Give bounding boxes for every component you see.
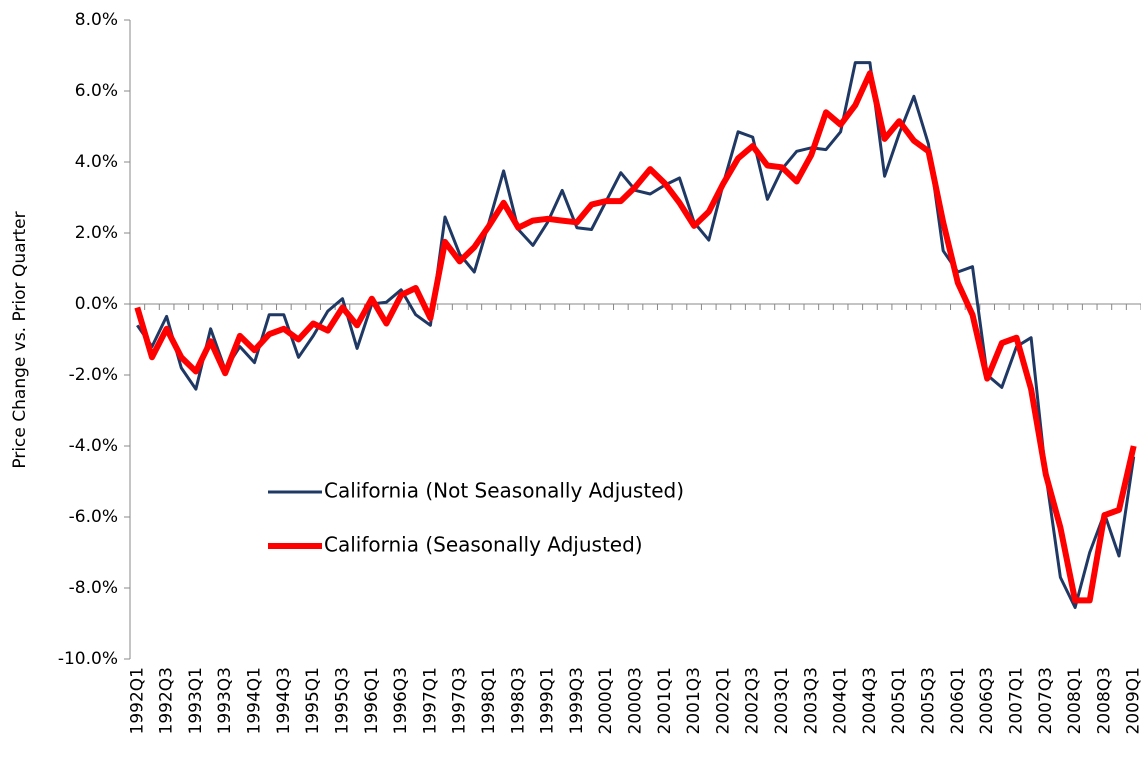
- x-tick-label: 1993Q3: [215, 667, 235, 734]
- x-tick-label: 2003Q1: [772, 667, 792, 734]
- y-tick-label: 6.0%: [75, 81, 118, 101]
- y-tick-label: -6.0%: [69, 507, 118, 527]
- x-tick-label: 1997Q1: [420, 667, 440, 734]
- x-tick-label: 1995Q3: [332, 667, 352, 734]
- x-tick-label: 2002Q1: [713, 667, 733, 734]
- x-tick-label: 2001Q3: [684, 667, 704, 734]
- y-tick-label: 4.0%: [75, 152, 118, 172]
- x-tick-label: 1994Q1: [245, 667, 265, 734]
- series-line: [136, 61, 1136, 609]
- x-tick-label: 1992Q3: [157, 667, 177, 734]
- x-tick-label: 2006Q3: [977, 667, 997, 734]
- x-tick-label: 2000Q3: [626, 667, 646, 734]
- y-tick-label: 8.0%: [75, 10, 118, 30]
- x-tick-label: 1994Q3: [274, 667, 294, 734]
- x-tick-label: 2000Q1: [596, 667, 616, 734]
- y-tick-label: 2.0%: [75, 223, 118, 243]
- x-tick-label: 2006Q1: [948, 667, 968, 734]
- y-tick-label: -8.0%: [69, 578, 118, 598]
- x-tick-label: 2008Q3: [1094, 667, 1114, 734]
- legend-label: California (Not Seasonally Adjusted): [324, 479, 684, 503]
- x-tick-label: 2009Q1: [1124, 667, 1141, 734]
- x-tick-label: 2004Q1: [831, 667, 851, 734]
- x-tick-label: 1997Q3: [450, 667, 470, 734]
- y-tick-label: -2.0%: [69, 365, 118, 385]
- series-line: [134, 70, 1137, 604]
- x-tick-label: 2003Q3: [801, 667, 821, 734]
- x-tick-label: 2002Q3: [743, 667, 763, 734]
- x-tick-label: 1993Q1: [186, 667, 206, 734]
- x-tick-label: 1999Q1: [538, 667, 558, 734]
- x-tick-label: 2007Q1: [1006, 667, 1026, 734]
- x-tick-label: 1996Q3: [391, 667, 411, 734]
- y-axis-label: Price Change vs. Prior Quarter: [10, 211, 30, 468]
- x-tick-label: 1998Q1: [479, 667, 499, 734]
- legend-label: California (Seasonally Adjusted): [324, 533, 643, 557]
- x-tick-label: 2005Q1: [889, 667, 909, 734]
- x-tick-label: 1995Q1: [303, 667, 323, 734]
- x-tick-label: 1998Q3: [508, 667, 528, 734]
- y-tick-label: -10.0%: [58, 649, 118, 669]
- x-tick-label: 2004Q3: [860, 667, 880, 734]
- x-tick-label: 1992Q1: [127, 667, 147, 734]
- x-tick-label: 2001Q1: [655, 667, 675, 734]
- y-tick-label: -4.0%: [69, 436, 118, 456]
- x-tick-label: 2008Q1: [1065, 667, 1085, 734]
- y-tick-label: 0.0%: [75, 294, 118, 314]
- x-tick-label: 2005Q3: [919, 667, 939, 734]
- x-tick-label: 1999Q3: [567, 667, 587, 734]
- x-tick-label: 2007Q3: [1036, 667, 1056, 734]
- x-tick-label: 1996Q1: [362, 667, 382, 734]
